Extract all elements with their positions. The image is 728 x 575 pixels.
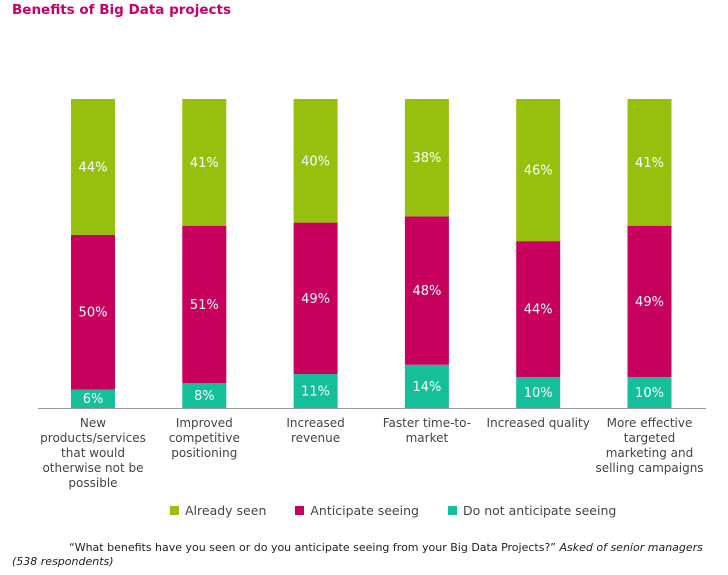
- category-label-line: Faster time-to-: [382, 416, 472, 430]
- category-label-line: positioning: [171, 446, 238, 460]
- legend: Already seen Anticipate seeing Do not an…: [170, 503, 645, 518]
- footnote: “What benefits have you seen or do you a…: [12, 541, 718, 569]
- data-label-anticipate-seeing-5: 44%: [524, 303, 553, 318]
- category-label-line: products/services: [40, 431, 146, 445]
- category-label-line: possible: [68, 476, 118, 490]
- category-label-line: marketing and: [605, 446, 694, 460]
- data-label-already-seen-5: 46%: [524, 164, 553, 179]
- legend-swatch-anticipate-seeing: [295, 506, 305, 515]
- bar-segment-do-not-anticipate-seeing-3: [293, 374, 338, 408]
- data-label-anticipate-seeing-1: 50%: [79, 306, 108, 321]
- category-label-3: Increased revenue: [254, 416, 378, 446]
- footnote-note: Asked of senior managers (538 respondent…: [12, 541, 703, 568]
- bar-segment-anticipate-seeing-3: [293, 222, 338, 375]
- bar-segment-anticipate-seeing-1: [71, 234, 115, 390]
- bar-segment-do-not-anticipate-seeing-5: [516, 377, 561, 408]
- bar-segment-already-seen-5: [516, 99, 561, 242]
- bar-segment-anticipate-seeing-6: [627, 225, 672, 378]
- category-label-line: that would: [61, 446, 125, 460]
- data-label-do-not-anticipate-seeing-3: 11%: [301, 385, 330, 400]
- category-label-line: Increased quality: [486, 416, 590, 430]
- category-label-2: Improved competitive positioning: [142, 416, 266, 461]
- category-label-line: Improved: [175, 416, 233, 430]
- category-label-line: targeted: [623, 431, 676, 445]
- category-label-line: New: [79, 416, 107, 430]
- category-label-4: Faster time-to-market: [365, 416, 489, 446]
- chart-title: Benefits of Big Data projects: [12, 2, 231, 18]
- data-label-do-not-anticipate-seeing-1: 6%: [83, 392, 104, 407]
- data-label-anticipate-seeing-6: 49%: [635, 295, 664, 310]
- category-label-line: revenue: [291, 431, 341, 445]
- data-label-anticipate-seeing-4: 48%: [412, 284, 441, 299]
- bar-segment-already-seen-3: [293, 99, 338, 223]
- bar-segment-anticipate-seeing-4: [404, 216, 449, 365]
- category-label-5: Increased quality: [476, 416, 600, 431]
- legend-item-anticipate-seeing: Anticipate seeing: [295, 503, 419, 518]
- data-label-do-not-anticipate-seeing-5: 10%: [524, 386, 553, 401]
- data-label-already-seen-3: 40%: [301, 154, 330, 169]
- category-label-6: More effective targeted marketing and selli…: [588, 416, 712, 476]
- data-label-already-seen-2: 41%: [190, 156, 219, 171]
- category-label-line: competitive: [168, 431, 240, 445]
- bar-segment-already-seen-4: [404, 99, 449, 217]
- bar-segment-do-not-anticipate-seeing-6: [627, 377, 672, 408]
- data-label-already-seen-6: 41%: [635, 156, 664, 171]
- footnote-question: “What benefits have you seen or do you a…: [69, 541, 556, 554]
- bar-segment-anticipate-seeing-2: [182, 225, 227, 384]
- legend-item-already-seen: Already seen: [170, 503, 266, 518]
- category-label-line: Increased: [286, 416, 345, 430]
- bar-segment-already-seen-1: [71, 99, 115, 235]
- bar-segment-already-seen-2: [182, 99, 227, 226]
- legend-item-do-not-anticipate: Do not anticipate seeing: [447, 503, 617, 518]
- legend-swatch-already-seen: [170, 506, 179, 515]
- data-label-do-not-anticipate-seeing-2: 8%: [194, 389, 215, 404]
- bar-segment-do-not-anticipate-seeing-2: [182, 383, 227, 408]
- data-label-anticipate-seeing-3: 49%: [301, 292, 330, 307]
- data-label-do-not-anticipate-seeing-4: 14%: [412, 380, 441, 395]
- category-label-line: selling campaigns: [595, 461, 704, 475]
- bar-segment-do-not-anticipate-seeing-4: [404, 364, 449, 408]
- category-label-1: New products/services that would otherwise …: [31, 416, 155, 491]
- data-label-already-seen-1: 44%: [79, 160, 108, 175]
- bar-segment-anticipate-seeing-5: [516, 241, 561, 378]
- legend-swatch-do-not-anticipate: [447, 506, 457, 515]
- bar-segment-already-seen-6: [627, 99, 672, 226]
- legend-label-anticipate-seeing: Anticipate seeing: [310, 503, 419, 518]
- data-label-anticipate-seeing-2: 51%: [190, 298, 219, 313]
- category-label-line: More effective: [606, 416, 693, 430]
- data-label-already-seen-4: 38%: [412, 151, 441, 166]
- legend-label-do-not-anticipate: Do not anticipate seeing: [462, 503, 617, 518]
- legend-label-already-seen: Already seen: [185, 503, 267, 518]
- category-label-line: otherwise not be: [42, 461, 144, 475]
- category-label-line: market: [405, 431, 449, 445]
- data-label-do-not-anticipate-seeing-6: 10%: [635, 386, 664, 401]
- bar-segment-do-not-anticipate-seeing-1: [71, 389, 115, 408]
